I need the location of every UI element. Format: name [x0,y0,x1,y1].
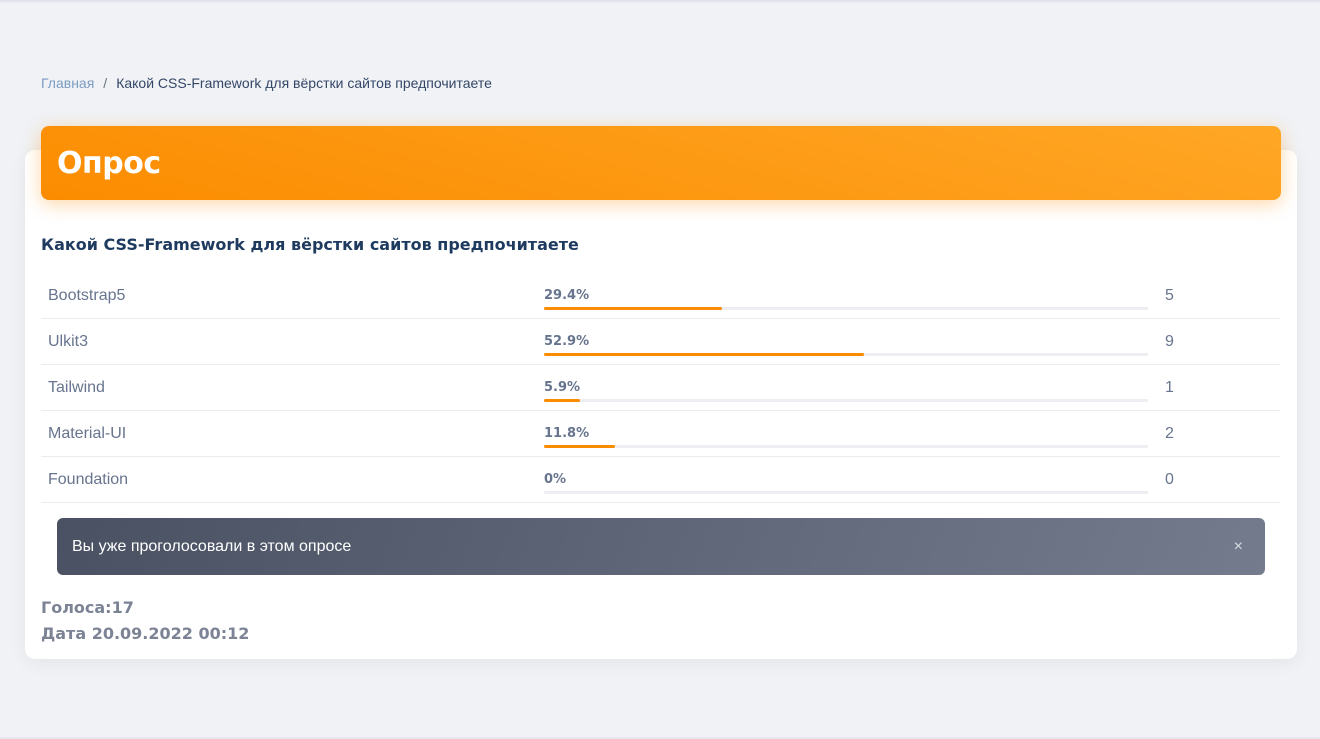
poll-option-percent: 5.9% [544,380,581,395]
poll-option-label: Material-UI [48,425,127,442]
poll-title: Опрос [57,145,161,181]
poll-option-percent: 11.8% [544,426,590,441]
poll-option-row: Ulkit3 52.9% 9 [41,319,1280,365]
poll-option-row: Tailwind 5.9% 1 [41,365,1280,411]
poll-option-label: Bootstrap5 [48,287,126,304]
poll-option-votes: 0 [1165,471,1174,488]
poll-footer-info: Голоса:17 Дата 20.09.2022 00:12 [41,595,249,647]
poll-date: Дата 20.09.2022 00:12 [41,624,250,643]
poll-option-votes: 1 [1165,379,1174,396]
poll-option-progress-track [544,445,1148,448]
poll-option-label: Foundation [48,471,129,488]
poll-option-row: Bootstrap5 29.4% 5 [41,273,1280,319]
poll-option-percent: 52.9% [544,334,590,349]
poll-option-progress-fill [544,353,864,356]
poll-option-progress-fill [544,445,616,448]
poll-option-progress-track [544,491,1148,494]
poll-option-votes: 5 [1165,287,1174,304]
poll-question: Какой CSS-Framework для вёрстки сайтов п… [41,235,579,254]
poll-card-header: Опрос [41,126,1281,200]
breadcrumb: Главная / Какой CSS-Framework для вёрстк… [41,75,492,91]
poll-option-votes: 2 [1165,425,1174,442]
already-voted-alert: Вы уже проголосовали в этом опросе × [57,518,1265,575]
votes-total: Голоса:17 [41,598,134,617]
alert-message: Вы уже проголосовали в этом опросе [72,537,352,555]
poll-option-progress-track [544,399,1148,402]
poll-option-progress-track [544,353,1148,356]
poll-option-percent: 29.4% [544,288,590,303]
breadcrumb-current: Какой CSS-Framework для вёрстки сайтов п… [116,75,492,91]
poll-option-progress-fill [544,399,580,402]
poll-results: Bootstrap5 29.4% 5 Ulkit3 52.9% 9 Tailwi… [41,273,1280,503]
breadcrumb-separator: / [103,75,108,91]
poll-option-row: Material-UI 11.8% 2 [41,411,1280,457]
close-icon[interactable]: × [1233,538,1243,555]
poll-option-progress-fill [544,307,722,310]
poll-option-votes: 9 [1165,333,1174,350]
poll-option-label: Tailwind [48,379,105,396]
poll-option-percent: 0% [544,472,567,487]
poll-option-row: Foundation 0% 0 [41,457,1280,503]
poll-option-progress-track [544,307,1148,310]
poll-option-label: Ulkit3 [48,333,89,350]
top-shadow [0,0,1320,4]
bottom-divider [0,737,1320,739]
breadcrumb-home-link[interactable]: Главная [41,75,95,91]
